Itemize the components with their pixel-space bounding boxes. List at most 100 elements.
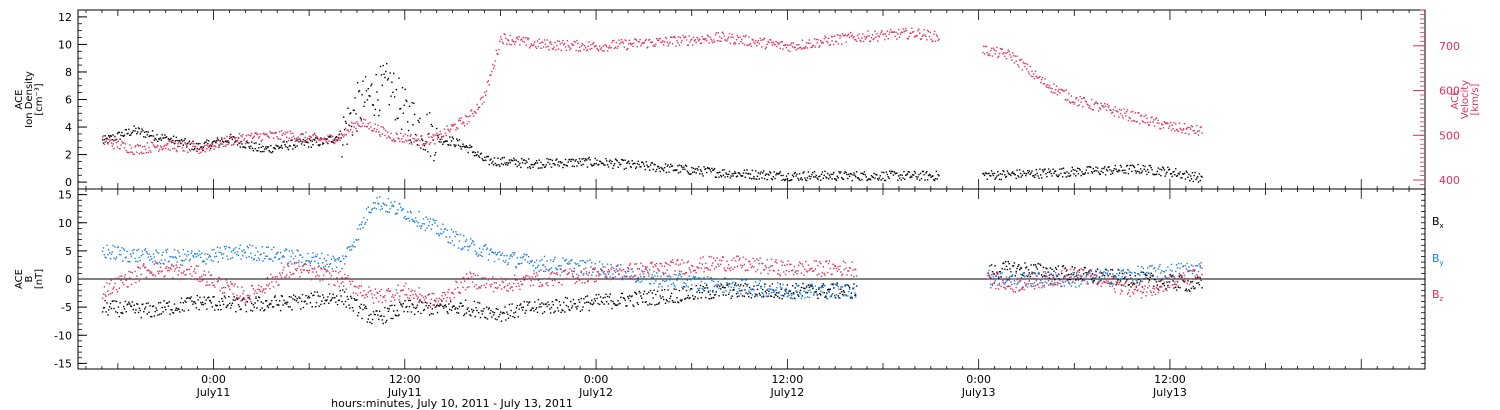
data-point	[1149, 276, 1151, 278]
data-point	[850, 173, 853, 175]
data-point	[664, 272, 667, 274]
data-point	[1161, 283, 1164, 285]
data-point	[538, 306, 540, 308]
data-point	[1018, 176, 1020, 178]
data-point	[500, 38, 503, 40]
data-point	[212, 260, 214, 262]
data-point	[892, 31, 895, 33]
data-point	[710, 276, 712, 279]
data-point	[483, 101, 485, 103]
data-point	[246, 245, 248, 248]
data-point	[741, 38, 743, 41]
data-point	[414, 221, 416, 223]
data-point	[626, 162, 628, 164]
data-point	[264, 309, 266, 311]
data-point	[1027, 172, 1030, 174]
data-point	[1023, 172, 1025, 175]
data-point	[115, 138, 118, 141]
data-point	[680, 165, 682, 167]
data-point	[172, 141, 175, 144]
data-point	[352, 122, 355, 125]
data-point	[592, 164, 595, 166]
data-point	[786, 296, 788, 298]
data-point	[297, 138, 299, 141]
data-point	[1012, 55, 1015, 57]
data-point	[877, 35, 880, 37]
data-point	[855, 284, 858, 287]
data-point	[550, 166, 553, 168]
data-point	[1091, 108, 1094, 111]
data-point	[755, 281, 757, 283]
data-point	[671, 278, 674, 281]
data-point	[1003, 262, 1005, 264]
data-point	[1135, 121, 1137, 123]
data-point	[766, 289, 768, 291]
data-point	[512, 159, 514, 162]
data-point	[336, 138, 339, 141]
data-point	[889, 170, 891, 172]
data-point	[164, 259, 166, 261]
data-point	[419, 299, 421, 301]
data-point	[147, 256, 149, 258]
data-point	[1118, 170, 1121, 172]
data-point	[1055, 268, 1058, 270]
data-point	[1112, 170, 1115, 172]
data-point	[248, 142, 250, 144]
data-point	[704, 168, 706, 171]
data-point	[1009, 268, 1011, 270]
data-point	[174, 140, 177, 142]
data-point	[369, 121, 371, 124]
data-point	[1074, 267, 1076, 269]
data-point	[114, 246, 116, 248]
data-point	[851, 34, 853, 36]
data-point	[340, 260, 342, 262]
data-point	[1024, 276, 1026, 278]
data-point	[285, 248, 287, 250]
data-point	[315, 136, 318, 138]
data-point	[528, 165, 531, 168]
data-point	[769, 39, 771, 41]
data-point	[265, 146, 267, 148]
data-point	[1111, 170, 1113, 172]
data-point	[781, 179, 783, 181]
data-point	[309, 139, 312, 142]
data-point	[364, 221, 367, 224]
data-point	[779, 47, 781, 50]
data-point	[453, 244, 455, 247]
data-point	[473, 300, 476, 303]
data-point	[891, 31, 893, 33]
data-point	[376, 310, 378, 312]
data-point	[911, 176, 913, 178]
data-point	[495, 164, 497, 167]
data-point	[628, 295, 631, 297]
data-point	[272, 132, 274, 134]
data-point	[106, 138, 108, 141]
data-point	[1139, 123, 1141, 125]
data-point	[783, 295, 785, 298]
data-point	[660, 297, 662, 299]
data-point	[157, 263, 159, 265]
data-point	[548, 304, 550, 306]
data-point	[1118, 269, 1120, 271]
data-point	[272, 137, 275, 139]
data-point	[705, 296, 707, 299]
data-point	[661, 286, 663, 288]
data-point	[159, 137, 162, 139]
data-point	[638, 290, 640, 293]
data-point	[602, 297, 604, 299]
data-point	[833, 283, 835, 285]
data-point	[536, 40, 539, 42]
data-point	[705, 38, 707, 40]
data-point	[784, 178, 787, 181]
data-point	[995, 275, 997, 277]
data-point	[750, 178, 753, 180]
data-point	[389, 305, 391, 307]
data-point	[219, 140, 221, 143]
data-point	[387, 198, 390, 200]
data-point	[527, 167, 529, 169]
data-point	[506, 162, 508, 164]
data-point	[229, 307, 232, 309]
data-point	[218, 300, 220, 303]
data-point	[602, 45, 604, 47]
data-point	[475, 154, 477, 157]
